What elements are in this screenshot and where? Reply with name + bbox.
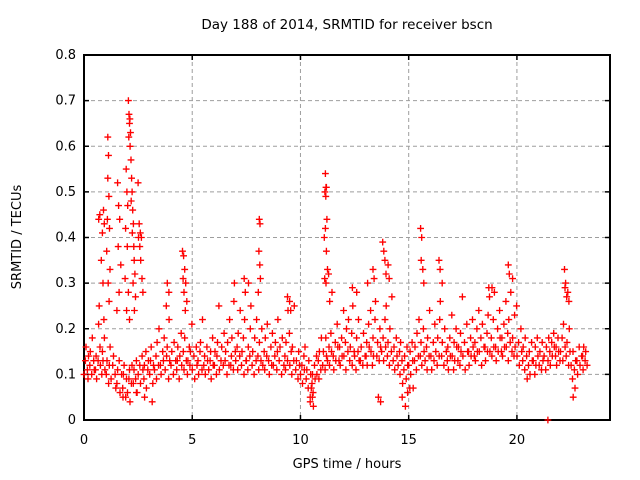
y-axis-label: SRMTID / TECUs (10, 185, 25, 290)
y-tick-label: 0.8 (55, 48, 76, 63)
data-points (80, 97, 591, 424)
y-tick-label: 0.7 (55, 94, 76, 109)
y-tick-label: 0.1 (55, 367, 76, 382)
scatter-points (80, 97, 591, 424)
x-tick-label: 5 (188, 433, 196, 448)
x-axis-label: GPS time / hours (293, 457, 402, 472)
y-tick-label: 0.3 (55, 276, 76, 291)
y-tick-label: 0.6 (55, 139, 76, 154)
tick-labels: 0 5 10 15 20 0 0.1 0.2 0.3 0.4 0.5 0.6 0.7 0.8 (55, 48, 525, 448)
gridlines (84, 55, 610, 420)
plot-border (83, 54, 611, 421)
y-tick-label: 0.4 (55, 231, 76, 246)
y-tick-label: 0 (68, 413, 76, 428)
chart-title: Day 188 of 2014, SRMTID for receiver bsc… (201, 17, 492, 33)
x-tick-label: 10 (292, 433, 309, 448)
x-tick-label: 0 (80, 433, 88, 448)
y-tick-label: 0.5 (55, 185, 76, 200)
y-tick-label: 0.2 (55, 322, 76, 337)
x-tick-label: 20 (509, 433, 526, 448)
x-tick-label: 15 (400, 433, 417, 448)
